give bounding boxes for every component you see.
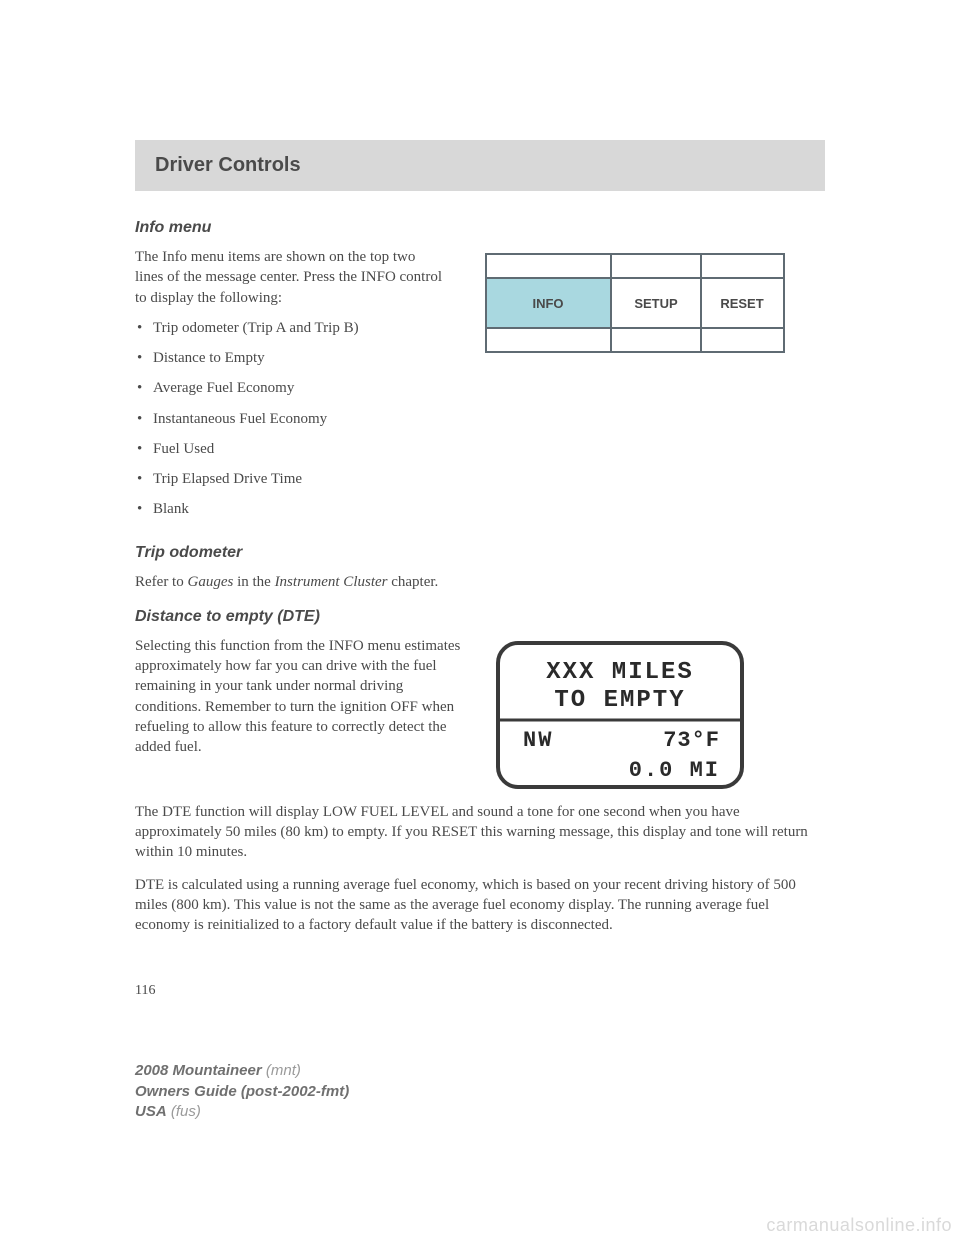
page-number: 116 [135, 983, 825, 999]
watermark: carmanualsonline.info [766, 1215, 952, 1236]
text-span: in the [233, 574, 274, 590]
footer-region: USA [135, 1103, 167, 1120]
footer-region-code: (fus) [171, 1103, 201, 1120]
footer-block: 2008 Mountaineer (mnt) Owners Guide (pos… [135, 1061, 349, 1122]
footer-model-code: (mnt) [266, 1062, 301, 1079]
lcd-line3-left: NW [523, 728, 553, 753]
lcd-line1: XXX MILES [546, 659, 694, 686]
list-item: Trip odometer (Trip A and Trip B) [135, 318, 445, 338]
dte-heading: Distance to empty (DTE) [135, 608, 825, 626]
footer-model: 2008 Mountaineer [135, 1062, 262, 1079]
info-menu-heading: Info menu [135, 219, 825, 237]
setup-button-label: SETUP [634, 296, 678, 311]
trip-odometer-heading: Trip odometer [135, 544, 825, 562]
dte-text-column: Selecting this function from the INFO me… [135, 636, 465, 790]
dte-p3: DTE is calculated using a running averag… [135, 875, 825, 936]
footer-line-model: 2008 Mountaineer (mnt) [135, 1061, 349, 1081]
lcd-display-diagram: XXX MILES TO EMPTY NW 73°F 0.0 MI [495, 640, 745, 790]
info-menu-intro: The Info menu items are shown on the top… [135, 247, 445, 308]
list-item: Instantaneous Fuel Economy [135, 409, 445, 429]
info-menu-bullets: Trip odometer (Trip A and Trip B) Distan… [135, 318, 445, 520]
trip-odometer-text: Refer to Gauges in the Instrument Cluste… [135, 572, 825, 592]
button-panel-diagram: INFO SETUP RESET [485, 253, 785, 538]
dte-p2: The DTE function will display LOW FUEL L… [135, 802, 825, 863]
text-italic: Instrument Cluster [275, 574, 388, 590]
reset-button-label: RESET [720, 296, 763, 311]
list-item: Fuel Used [135, 439, 445, 459]
lcd-line2: TO EMPTY [554, 687, 685, 714]
footer-line-guide: Owners Guide (post-2002-fmt) [135, 1082, 349, 1102]
list-item: Trip Elapsed Drive Time [135, 469, 445, 489]
lcd-line3-right: 73°F [663, 728, 720, 753]
info-menu-block: The Info menu items are shown on the top… [135, 247, 825, 538]
section-header-title: Driver Controls [155, 154, 805, 177]
dte-p1: Selecting this function from the INFO me… [135, 636, 465, 758]
list-item: Average Fuel Economy [135, 378, 445, 398]
manual-page: Driver Controls Info menu The Info menu … [0, 0, 960, 999]
info-button-label: INFO [532, 296, 563, 311]
section-header-bar: Driver Controls [135, 140, 825, 191]
info-menu-text-column: The Info menu items are shown on the top… [135, 247, 445, 538]
lcd-line4: 0.0 MI [629, 758, 720, 783]
text-span: Refer to [135, 574, 187, 590]
dte-block: Selecting this function from the INFO me… [135, 636, 825, 790]
list-item: Distance to Empty [135, 348, 445, 368]
text-span: chapter. [387, 574, 438, 590]
text-italic: Gauges [187, 574, 233, 590]
list-item: Blank [135, 499, 445, 519]
footer-line-region: USA (fus) [135, 1102, 349, 1122]
